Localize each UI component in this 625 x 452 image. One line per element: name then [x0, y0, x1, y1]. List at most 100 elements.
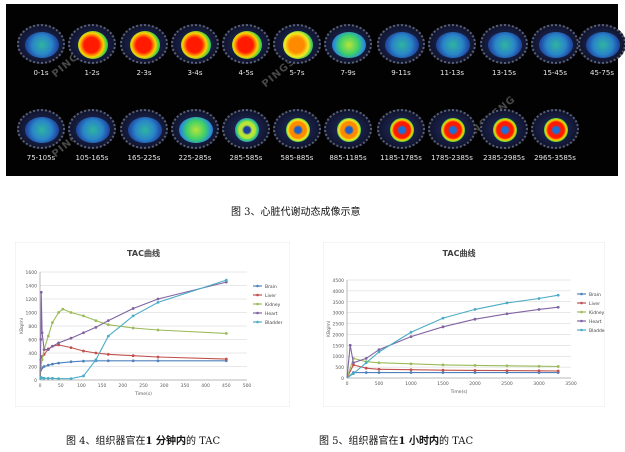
- frame-time-label: 15-45s: [543, 69, 567, 77]
- data-point: [473, 363, 477, 367]
- legend-marker: [256, 311, 259, 315]
- activity-blob: [179, 117, 213, 143]
- y-tick-label: 800: [28, 324, 37, 330]
- data-point: [46, 363, 50, 367]
- data-point: [441, 371, 445, 374]
- figure3-caption: 图 3、心脏代谢动态成像示意: [231, 207, 361, 218]
- legend-marker: [256, 302, 259, 306]
- frame-time-label: 2-3s: [136, 69, 152, 77]
- legend-label: Bladder: [265, 320, 283, 326]
- data-point: [409, 371, 413, 374]
- frame-time-label: 3-4s: [187, 69, 203, 77]
- frame-time-label: 9-11s: [391, 69, 411, 77]
- legend-marker: [256, 293, 259, 297]
- data-point: [156, 355, 160, 359]
- series-line: [346, 364, 559, 379]
- x-tick-label: 500: [375, 381, 384, 387]
- legend-marker: [256, 284, 259, 288]
- frame-time-label: 0-1s: [33, 69, 49, 77]
- x-tick-label: 450: [222, 383, 231, 389]
- activity-blob: [337, 118, 361, 142]
- y-tick-label: 4500: [333, 278, 345, 284]
- tac-chart-1min: TAC曲线 0 200 400 600 800 1000 1200 1400 1600 0 50 100…: [15, 242, 290, 407]
- series-line: [346, 372, 559, 379]
- legend-label: Brain: [265, 284, 277, 290]
- x-tick-label: 500: [243, 383, 252, 389]
- data-point: [409, 335, 413, 339]
- legend-marker: [580, 328, 583, 332]
- x-tick-label: 2500: [501, 381, 513, 387]
- pet-scan-image: [480, 109, 528, 149]
- pet-scan-image: [120, 24, 168, 64]
- pet-scan-image: [578, 24, 625, 64]
- data-point: [473, 308, 477, 311]
- frame-time-label: 45-75s: [590, 69, 614, 77]
- x-tick-label: 400: [201, 383, 210, 389]
- data-point: [94, 351, 98, 355]
- frame-time-label: 225-285s: [178, 154, 212, 162]
- data-point: [377, 371, 381, 374]
- frame-time-label: 585-885s: [280, 154, 314, 162]
- data-point: [441, 368, 445, 372]
- pet-scan-image: [17, 24, 65, 64]
- data-point: [505, 364, 509, 368]
- data-point: [42, 348, 46, 352]
- data-point: [556, 369, 560, 373]
- data-point: [537, 364, 541, 368]
- activity-blob: [544, 118, 568, 142]
- y-tick-label: 500: [335, 365, 344, 371]
- figure4-caption: 图 4、组织器官在1 分钟内的 TAC: [66, 432, 220, 447]
- x-tick-label: 3500: [565, 381, 577, 387]
- frame-time-label: 4-5s: [238, 69, 254, 77]
- activity-blob: [493, 118, 517, 142]
- data-point: [51, 362, 54, 366]
- chart-frame: [323, 242, 605, 407]
- data-point: [131, 326, 135, 330]
- legend-marker: [580, 310, 583, 314]
- y-tick-label: 0: [34, 378, 37, 384]
- y-axis-label: KBq/ml: [19, 318, 25, 334]
- pet-scan-image: [68, 109, 116, 149]
- frame-time-label: 2385-2985s: [483, 154, 525, 162]
- y-tick-label: 600: [28, 338, 37, 344]
- data-point: [46, 348, 50, 352]
- pet-scan-image: [377, 109, 425, 149]
- pet-scan-image: [273, 24, 321, 64]
- frame-time-label: 2965-3585s: [534, 154, 576, 162]
- legend-label: Liver: [265, 293, 276, 299]
- data-point: [51, 321, 54, 325]
- data-point: [57, 361, 61, 365]
- data-point: [505, 371, 509, 374]
- data-point: [57, 343, 61, 347]
- data-point: [106, 352, 110, 356]
- data-point: [82, 314, 85, 318]
- pet-scan-image: [531, 109, 579, 149]
- activity-blob: [78, 31, 108, 59]
- activity-blob: [283, 31, 313, 59]
- data-point: [473, 317, 477, 321]
- data-point: [156, 359, 160, 363]
- pet-scan-image: [377, 24, 425, 64]
- legend-marker: [580, 292, 583, 296]
- data-point: [156, 297, 160, 301]
- frame-time-label: 885-1185s: [329, 154, 367, 162]
- data-point: [364, 361, 368, 365]
- data-point: [82, 331, 85, 335]
- activity-blob: [235, 118, 259, 142]
- data-point: [39, 338, 43, 341]
- data-point: [537, 308, 541, 311]
- x-tick-label: 200: [119, 383, 128, 389]
- data-point: [377, 348, 381, 352]
- data-point: [40, 376, 44, 380]
- data-point: [94, 325, 98, 329]
- y-tick-label: 3500: [333, 300, 345, 306]
- legend-label: Brain: [589, 292, 601, 298]
- x-axis-label: Time(s): [450, 389, 468, 395]
- pet-scan-image: [171, 109, 219, 149]
- data-point: [57, 311, 61, 314]
- data-point: [556, 305, 560, 309]
- data-point: [42, 365, 46, 368]
- activity-blob: [586, 32, 620, 58]
- data-point: [364, 371, 368, 374]
- activity-blob: [539, 32, 573, 58]
